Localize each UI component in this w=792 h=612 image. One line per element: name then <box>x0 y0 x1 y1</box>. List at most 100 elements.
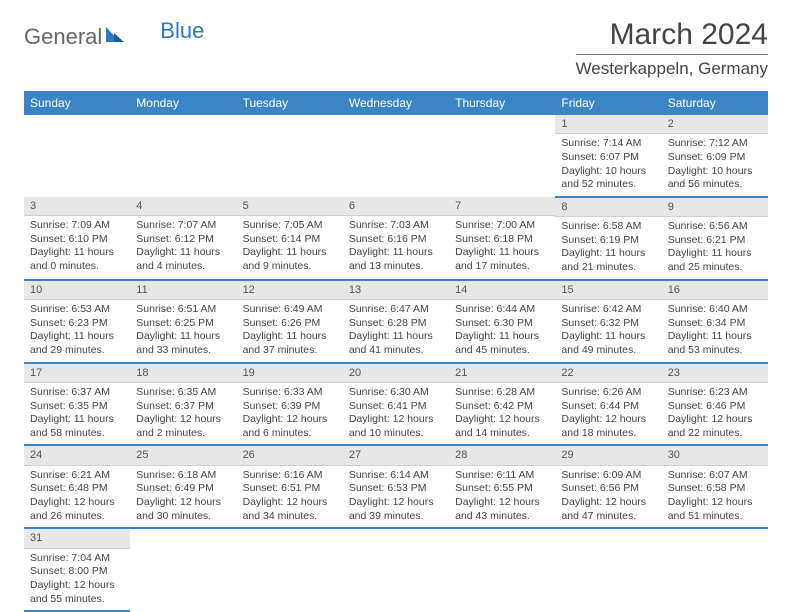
calendar-row: 3Sunrise: 7:09 AMSunset: 6:10 PMDaylight… <box>24 197 768 280</box>
calendar-cell: 11Sunrise: 6:51 AMSunset: 6:25 PMDayligh… <box>130 280 236 363</box>
header: General Blue March 2024 Westerkappeln, G… <box>24 18 768 79</box>
daylight-line: Daylight: 11 hours and 49 minutes. <box>561 330 655 357</box>
sunrise-line: Sunrise: 6:51 AM <box>136 303 230 317</box>
calendar-cell <box>24 115 130 197</box>
day-content: Sunrise: 7:00 AMSunset: 6:18 PMDaylight:… <box>449 216 555 278</box>
day-number: 28 <box>449 446 555 465</box>
daylight-line: Daylight: 12 hours and 26 minutes. <box>30 496 124 523</box>
daylight-line: Daylight: 11 hours and 25 minutes. <box>668 247 762 274</box>
day-number: 1 <box>555 115 661 134</box>
day-content: Sunrise: 6:47 AMSunset: 6:28 PMDaylight:… <box>343 300 449 362</box>
day-number: 4 <box>130 197 236 216</box>
day-content: Sunrise: 6:56 AMSunset: 6:21 PMDaylight:… <box>662 217 768 279</box>
sunrise-line: Sunrise: 6:11 AM <box>455 469 549 483</box>
daylight-line: Daylight: 12 hours and 34 minutes. <box>243 496 337 523</box>
day-content: Sunrise: 6:44 AMSunset: 6:30 PMDaylight:… <box>449 300 555 362</box>
weekday-header: Sunday <box>24 91 130 115</box>
daylight-line: Daylight: 12 hours and 6 minutes. <box>243 413 337 440</box>
calendar-cell: 8Sunrise: 6:58 AMSunset: 6:19 PMDaylight… <box>555 197 661 280</box>
day-number: 5 <box>237 197 343 216</box>
calendar-cell <box>662 528 768 611</box>
calendar-cell: 10Sunrise: 6:53 AMSunset: 6:23 PMDayligh… <box>24 280 130 363</box>
sunset-line: Sunset: 6:23 PM <box>30 317 124 331</box>
weekday-header: Saturday <box>662 91 768 115</box>
sunset-line: Sunset: 6:14 PM <box>243 233 337 247</box>
daylight-line: Daylight: 12 hours and 55 minutes. <box>30 579 124 606</box>
sunset-line: Sunset: 6:53 PM <box>349 482 443 496</box>
day-number: 21 <box>449 364 555 383</box>
calendar-table: SundayMondayTuesdayWednesdayThursdayFrid… <box>24 91 768 612</box>
daylight-line: Daylight: 12 hours and 10 minutes. <box>349 413 443 440</box>
sunset-line: Sunset: 6:28 PM <box>349 317 443 331</box>
day-content: Sunrise: 6:37 AMSunset: 6:35 PMDaylight:… <box>24 383 130 445</box>
day-content: Sunrise: 7:03 AMSunset: 6:16 PMDaylight:… <box>343 216 449 278</box>
sunset-line: Sunset: 6:07 PM <box>561 151 655 165</box>
day-number: 16 <box>662 281 768 300</box>
weekday-header: Tuesday <box>237 91 343 115</box>
calendar-cell: 16Sunrise: 6:40 AMSunset: 6:34 PMDayligh… <box>662 280 768 363</box>
day-content: Sunrise: 6:58 AMSunset: 6:19 PMDaylight:… <box>555 217 661 279</box>
daylight-line: Daylight: 11 hours and 41 minutes. <box>349 330 443 357</box>
sunrise-line: Sunrise: 6:49 AM <box>243 303 337 317</box>
sunrise-line: Sunrise: 7:07 AM <box>136 219 230 233</box>
daylight-line: Daylight: 11 hours and 58 minutes. <box>30 413 124 440</box>
sunrise-line: Sunrise: 6:33 AM <box>243 386 337 400</box>
day-number: 10 <box>24 281 130 300</box>
day-content: Sunrise: 6:07 AMSunset: 6:58 PMDaylight:… <box>662 466 768 528</box>
day-number: 18 <box>130 364 236 383</box>
sunset-line: Sunset: 6:56 PM <box>561 482 655 496</box>
logo: General Blue <box>24 18 204 50</box>
daylight-line: Daylight: 11 hours and 21 minutes. <box>561 247 655 274</box>
day-content: Sunrise: 6:23 AMSunset: 6:46 PMDaylight:… <box>662 383 768 445</box>
day-content: Sunrise: 6:42 AMSunset: 6:32 PMDaylight:… <box>555 300 661 362</box>
calendar-cell: 24Sunrise: 6:21 AMSunset: 6:48 PMDayligh… <box>24 445 130 528</box>
sunset-line: Sunset: 6:46 PM <box>668 400 762 414</box>
calendar-cell: 3Sunrise: 7:09 AMSunset: 6:10 PMDaylight… <box>24 197 130 280</box>
sunset-line: Sunset: 6:41 PM <box>349 400 443 414</box>
calendar-cell: 13Sunrise: 6:47 AMSunset: 6:28 PMDayligh… <box>343 280 449 363</box>
daylight-line: Daylight: 12 hours and 2 minutes. <box>136 413 230 440</box>
sunset-line: Sunset: 6:30 PM <box>455 317 549 331</box>
daylight-line: Daylight: 11 hours and 53 minutes. <box>668 330 762 357</box>
day-content: Sunrise: 6:28 AMSunset: 6:42 PMDaylight:… <box>449 383 555 445</box>
sunrise-line: Sunrise: 6:09 AM <box>561 469 655 483</box>
day-content: Sunrise: 6:11 AMSunset: 6:55 PMDaylight:… <box>449 466 555 528</box>
sunset-line: Sunset: 6:25 PM <box>136 317 230 331</box>
day-number: 13 <box>343 281 449 300</box>
calendar-cell: 6Sunrise: 7:03 AMSunset: 6:16 PMDaylight… <box>343 197 449 280</box>
weekday-header: Monday <box>130 91 236 115</box>
day-content: Sunrise: 7:07 AMSunset: 6:12 PMDaylight:… <box>130 216 236 278</box>
logo-text-general: General <box>24 24 102 50</box>
logo-sail-icon <box>104 24 126 50</box>
sunset-line: Sunset: 6:58 PM <box>668 482 762 496</box>
calendar-cell <box>449 528 555 611</box>
daylight-line: Daylight: 12 hours and 43 minutes. <box>455 496 549 523</box>
sunset-line: Sunset: 6:18 PM <box>455 233 549 247</box>
sunset-line: Sunset: 6:37 PM <box>136 400 230 414</box>
sunrise-line: Sunrise: 6:47 AM <box>349 303 443 317</box>
daylight-line: Daylight: 12 hours and 14 minutes. <box>455 413 549 440</box>
sunset-line: Sunset: 6:55 PM <box>455 482 549 496</box>
weekday-header: Thursday <box>449 91 555 115</box>
calendar-cell: 12Sunrise: 6:49 AMSunset: 6:26 PMDayligh… <box>237 280 343 363</box>
day-number: 12 <box>237 281 343 300</box>
calendar-cell: 21Sunrise: 6:28 AMSunset: 6:42 PMDayligh… <box>449 363 555 446</box>
day-number: 30 <box>662 446 768 465</box>
sunset-line: Sunset: 6:48 PM <box>30 482 124 496</box>
calendar-cell: 28Sunrise: 6:11 AMSunset: 6:55 PMDayligh… <box>449 445 555 528</box>
sunset-line: Sunset: 6:21 PM <box>668 234 762 248</box>
day-content: Sunrise: 7:05 AMSunset: 6:14 PMDaylight:… <box>237 216 343 278</box>
sunset-line: Sunset: 6:12 PM <box>136 233 230 247</box>
daylight-line: Daylight: 11 hours and 13 minutes. <box>349 246 443 273</box>
day-number: 17 <box>24 364 130 383</box>
sunset-line: Sunset: 6:51 PM <box>243 482 337 496</box>
day-content: Sunrise: 6:30 AMSunset: 6:41 PMDaylight:… <box>343 383 449 445</box>
daylight-line: Daylight: 12 hours and 39 minutes. <box>349 496 443 523</box>
sunset-line: Sunset: 6:34 PM <box>668 317 762 331</box>
calendar-cell: 14Sunrise: 6:44 AMSunset: 6:30 PMDayligh… <box>449 280 555 363</box>
sunrise-line: Sunrise: 6:35 AM <box>136 386 230 400</box>
location: Westerkappeln, Germany <box>576 54 768 79</box>
sunset-line: Sunset: 6:19 PM <box>561 234 655 248</box>
calendar-row: 24Sunrise: 6:21 AMSunset: 6:48 PMDayligh… <box>24 445 768 528</box>
day-number: 6 <box>343 197 449 216</box>
